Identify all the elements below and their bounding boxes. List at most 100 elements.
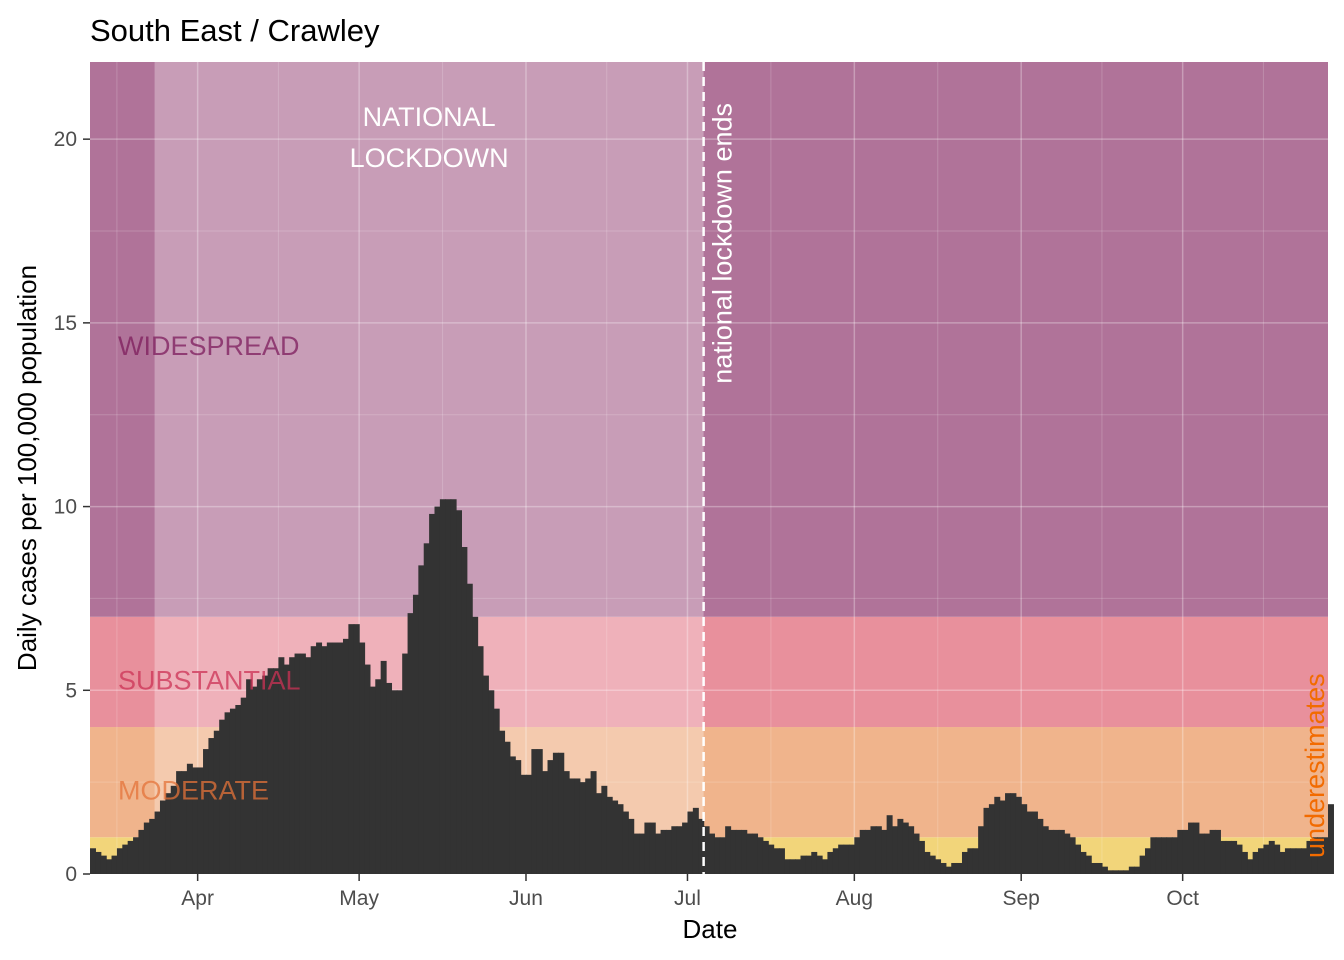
bar <box>1107 870 1114 874</box>
bar <box>364 664 371 874</box>
bar <box>391 690 398 874</box>
bar <box>730 829 737 874</box>
bar <box>1005 793 1012 874</box>
bar <box>278 657 285 874</box>
bar <box>892 826 898 874</box>
bar <box>520 774 527 874</box>
bar <box>1306 840 1313 874</box>
bar <box>859 829 866 874</box>
bar <box>983 807 990 874</box>
bar <box>805 855 812 874</box>
bar <box>1128 866 1135 874</box>
bar <box>746 833 753 874</box>
bar <box>875 826 882 874</box>
bar <box>1026 811 1033 874</box>
bar <box>423 543 430 874</box>
bar <box>784 859 791 874</box>
x-tick-label: Jun <box>509 887 543 910</box>
bar <box>1161 837 1168 874</box>
bar <box>999 800 1006 874</box>
bar <box>1171 837 1178 874</box>
bar <box>994 796 1001 874</box>
y-tick-label: 15 <box>54 312 77 335</box>
bar <box>348 624 355 874</box>
bar <box>1268 840 1275 874</box>
bar <box>509 756 516 874</box>
bar <box>186 763 193 874</box>
bar <box>181 771 188 874</box>
bar <box>606 796 613 874</box>
annotations: MODERATE SUBSTANTIAL WIDESPREAD NATIONAL LOC… <box>118 62 1330 874</box>
bar <box>499 730 506 874</box>
bar <box>337 642 344 874</box>
bar <box>902 822 909 874</box>
bar <box>1031 811 1038 874</box>
bar <box>262 675 269 874</box>
bar <box>219 719 226 874</box>
bar <box>789 859 796 874</box>
bar <box>1080 851 1087 874</box>
bar <box>725 826 732 874</box>
bar <box>639 833 646 874</box>
y-tick-label: 0 <box>65 863 77 886</box>
bar <box>1279 851 1286 874</box>
bar <box>1042 826 1049 874</box>
bar <box>644 822 651 874</box>
bar <box>294 653 301 874</box>
bar <box>940 862 947 874</box>
bar <box>870 826 877 874</box>
bar <box>525 774 532 874</box>
bar <box>951 862 958 874</box>
bar <box>924 851 931 874</box>
bar <box>617 804 624 874</box>
bar <box>676 826 683 874</box>
bar <box>477 646 484 874</box>
bar <box>735 829 742 874</box>
bars <box>90 499 1334 874</box>
bar <box>310 646 317 874</box>
bar <box>881 829 888 874</box>
bar <box>1075 844 1081 874</box>
bar <box>1209 829 1216 874</box>
bar <box>1123 870 1130 874</box>
bar <box>127 840 134 874</box>
bar <box>165 793 172 874</box>
bar <box>138 829 145 874</box>
bar <box>240 697 247 874</box>
bar <box>1317 837 1324 874</box>
bar <box>816 855 823 874</box>
bar <box>1053 829 1060 874</box>
bar <box>359 642 366 874</box>
bar <box>1021 804 1028 874</box>
y-axis-title: Daily cases per 100,000 population <box>12 265 42 671</box>
bar <box>353 624 360 874</box>
bar <box>332 642 339 874</box>
bar <box>273 668 279 874</box>
band-label-3: WIDESPREAD <box>118 331 300 361</box>
bar <box>90 848 96 874</box>
x-tick-label: Aug <box>836 887 873 910</box>
bar <box>633 833 640 874</box>
bar <box>375 679 382 874</box>
bar <box>289 657 296 874</box>
bar <box>192 767 199 874</box>
bar <box>472 616 479 874</box>
bar <box>116 848 123 874</box>
lockdown-label-line2: LOCKDOWN <box>350 143 509 173</box>
bar <box>176 771 183 874</box>
bar <box>299 653 306 874</box>
bar <box>1236 844 1243 874</box>
bar <box>321 646 328 874</box>
bar <box>655 833 662 874</box>
bar <box>671 826 678 874</box>
bar <box>1301 848 1308 874</box>
bar <box>827 851 834 874</box>
bar <box>1252 851 1259 874</box>
x-tick-label: Sep <box>1003 887 1040 910</box>
bar <box>1010 793 1017 874</box>
bar <box>978 826 985 874</box>
bar <box>929 855 936 874</box>
bar <box>682 822 689 874</box>
bar <box>493 708 500 874</box>
